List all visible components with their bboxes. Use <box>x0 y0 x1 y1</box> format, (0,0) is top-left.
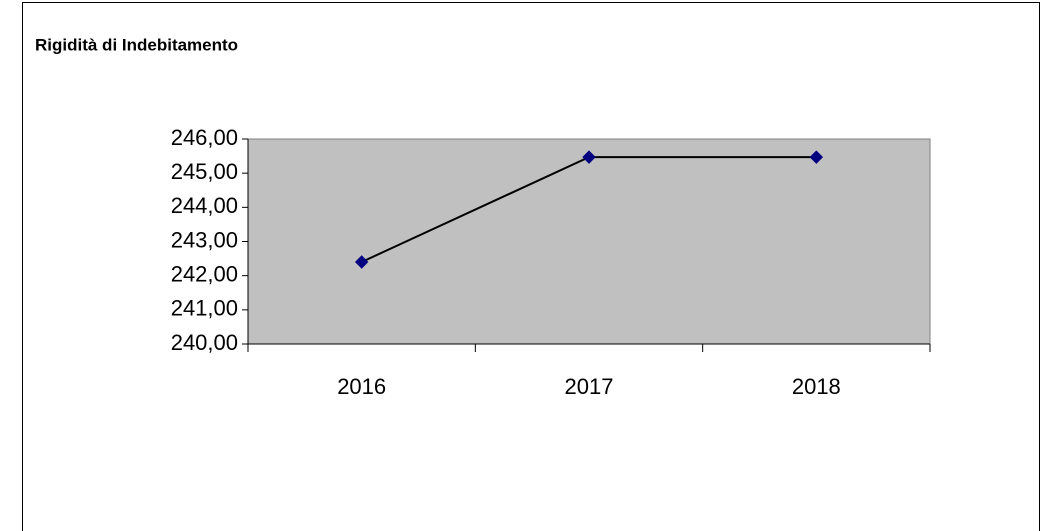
data-point <box>354 255 369 269</box>
data-point <box>582 150 596 164</box>
y-tick-label: 242,00 <box>171 261 238 286</box>
y-tick-label: 241,00 <box>171 296 238 321</box>
x-tick-label: 2018 <box>792 374 841 399</box>
y-tick-label: 240,00 <box>171 330 238 355</box>
plot-area <box>247 138 931 345</box>
chart-title: Rigidità di Indebitamento <box>35 35 238 54</box>
y-tick-label: 244,00 <box>171 193 238 218</box>
data-point <box>809 150 824 164</box>
x-tick-label: 2017 <box>565 374 614 399</box>
y-tick-label: 246,00 <box>171 125 238 150</box>
x-tick-label: 2016 <box>337 374 386 399</box>
y-tick-label: 243,00 <box>171 227 238 252</box>
y-tick-label: 245,00 <box>171 159 238 184</box>
